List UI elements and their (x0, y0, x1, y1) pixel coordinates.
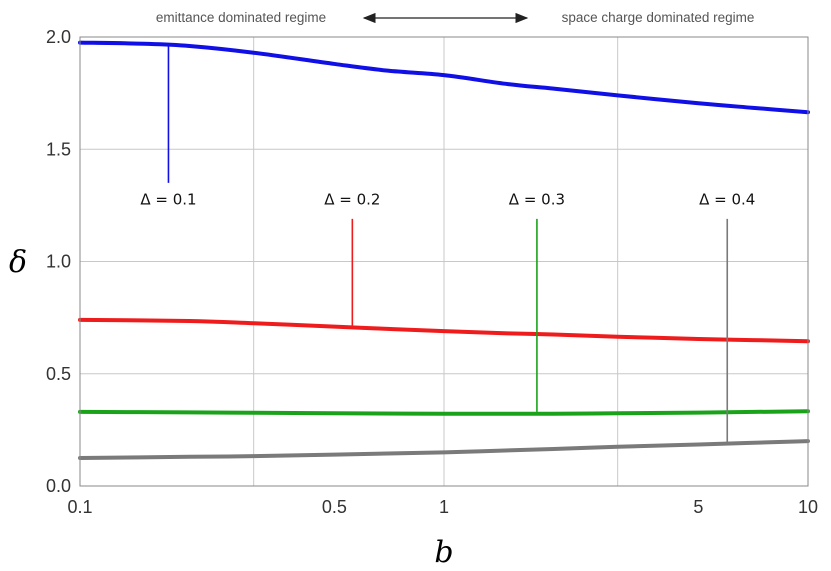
series-line-3 (78, 409, 810, 416)
annotation-label-2: Δ = 0.2 (324, 191, 380, 209)
tick-labels: 0.0 0.5 1.0 1.5 2.0 0.1 0.5 1 5 10 (46, 27, 818, 517)
x-axis-label: b (434, 535, 453, 570)
series-lines (78, 40, 810, 460)
series-line-2 (78, 317, 810, 344)
x-tick-label: 0.1 (67, 497, 92, 517)
emittance-regime-label: emittance dominated regime (156, 10, 326, 25)
y-tick-label: 1.0 (46, 252, 71, 272)
annotation-label-4: Δ = 0.4 (699, 191, 755, 209)
x-tick-label: 0.5 (322, 497, 347, 517)
regime-header: emittance dominated regime space charge … (156, 10, 755, 25)
y-tick-label: 1.5 (46, 139, 71, 159)
x-tick-label: 10 (798, 497, 818, 517)
plot-frame (79, 36, 809, 487)
y-tick-label: 0.5 (46, 364, 71, 384)
annotation-label-3: Δ = 0.3 (509, 191, 565, 209)
space-charge-regime-label: space charge dominated regime (562, 10, 755, 25)
annotation-label-1: Δ = 0.1 (140, 191, 196, 209)
y-tick-label: 0.0 (46, 476, 71, 496)
series-line-4 (78, 439, 810, 460)
series-line-1 (78, 40, 810, 115)
y-tick-label: 2.0 (46, 27, 71, 47)
series-annotations: Δ = 0.1 Δ = 0.2 Δ = 0.3 Δ = 0.4 (140, 45, 755, 444)
x-tick-label: 5 (693, 497, 703, 517)
x-tick-label: 1 (439, 497, 449, 517)
y-axis-label: δ (9, 245, 27, 280)
